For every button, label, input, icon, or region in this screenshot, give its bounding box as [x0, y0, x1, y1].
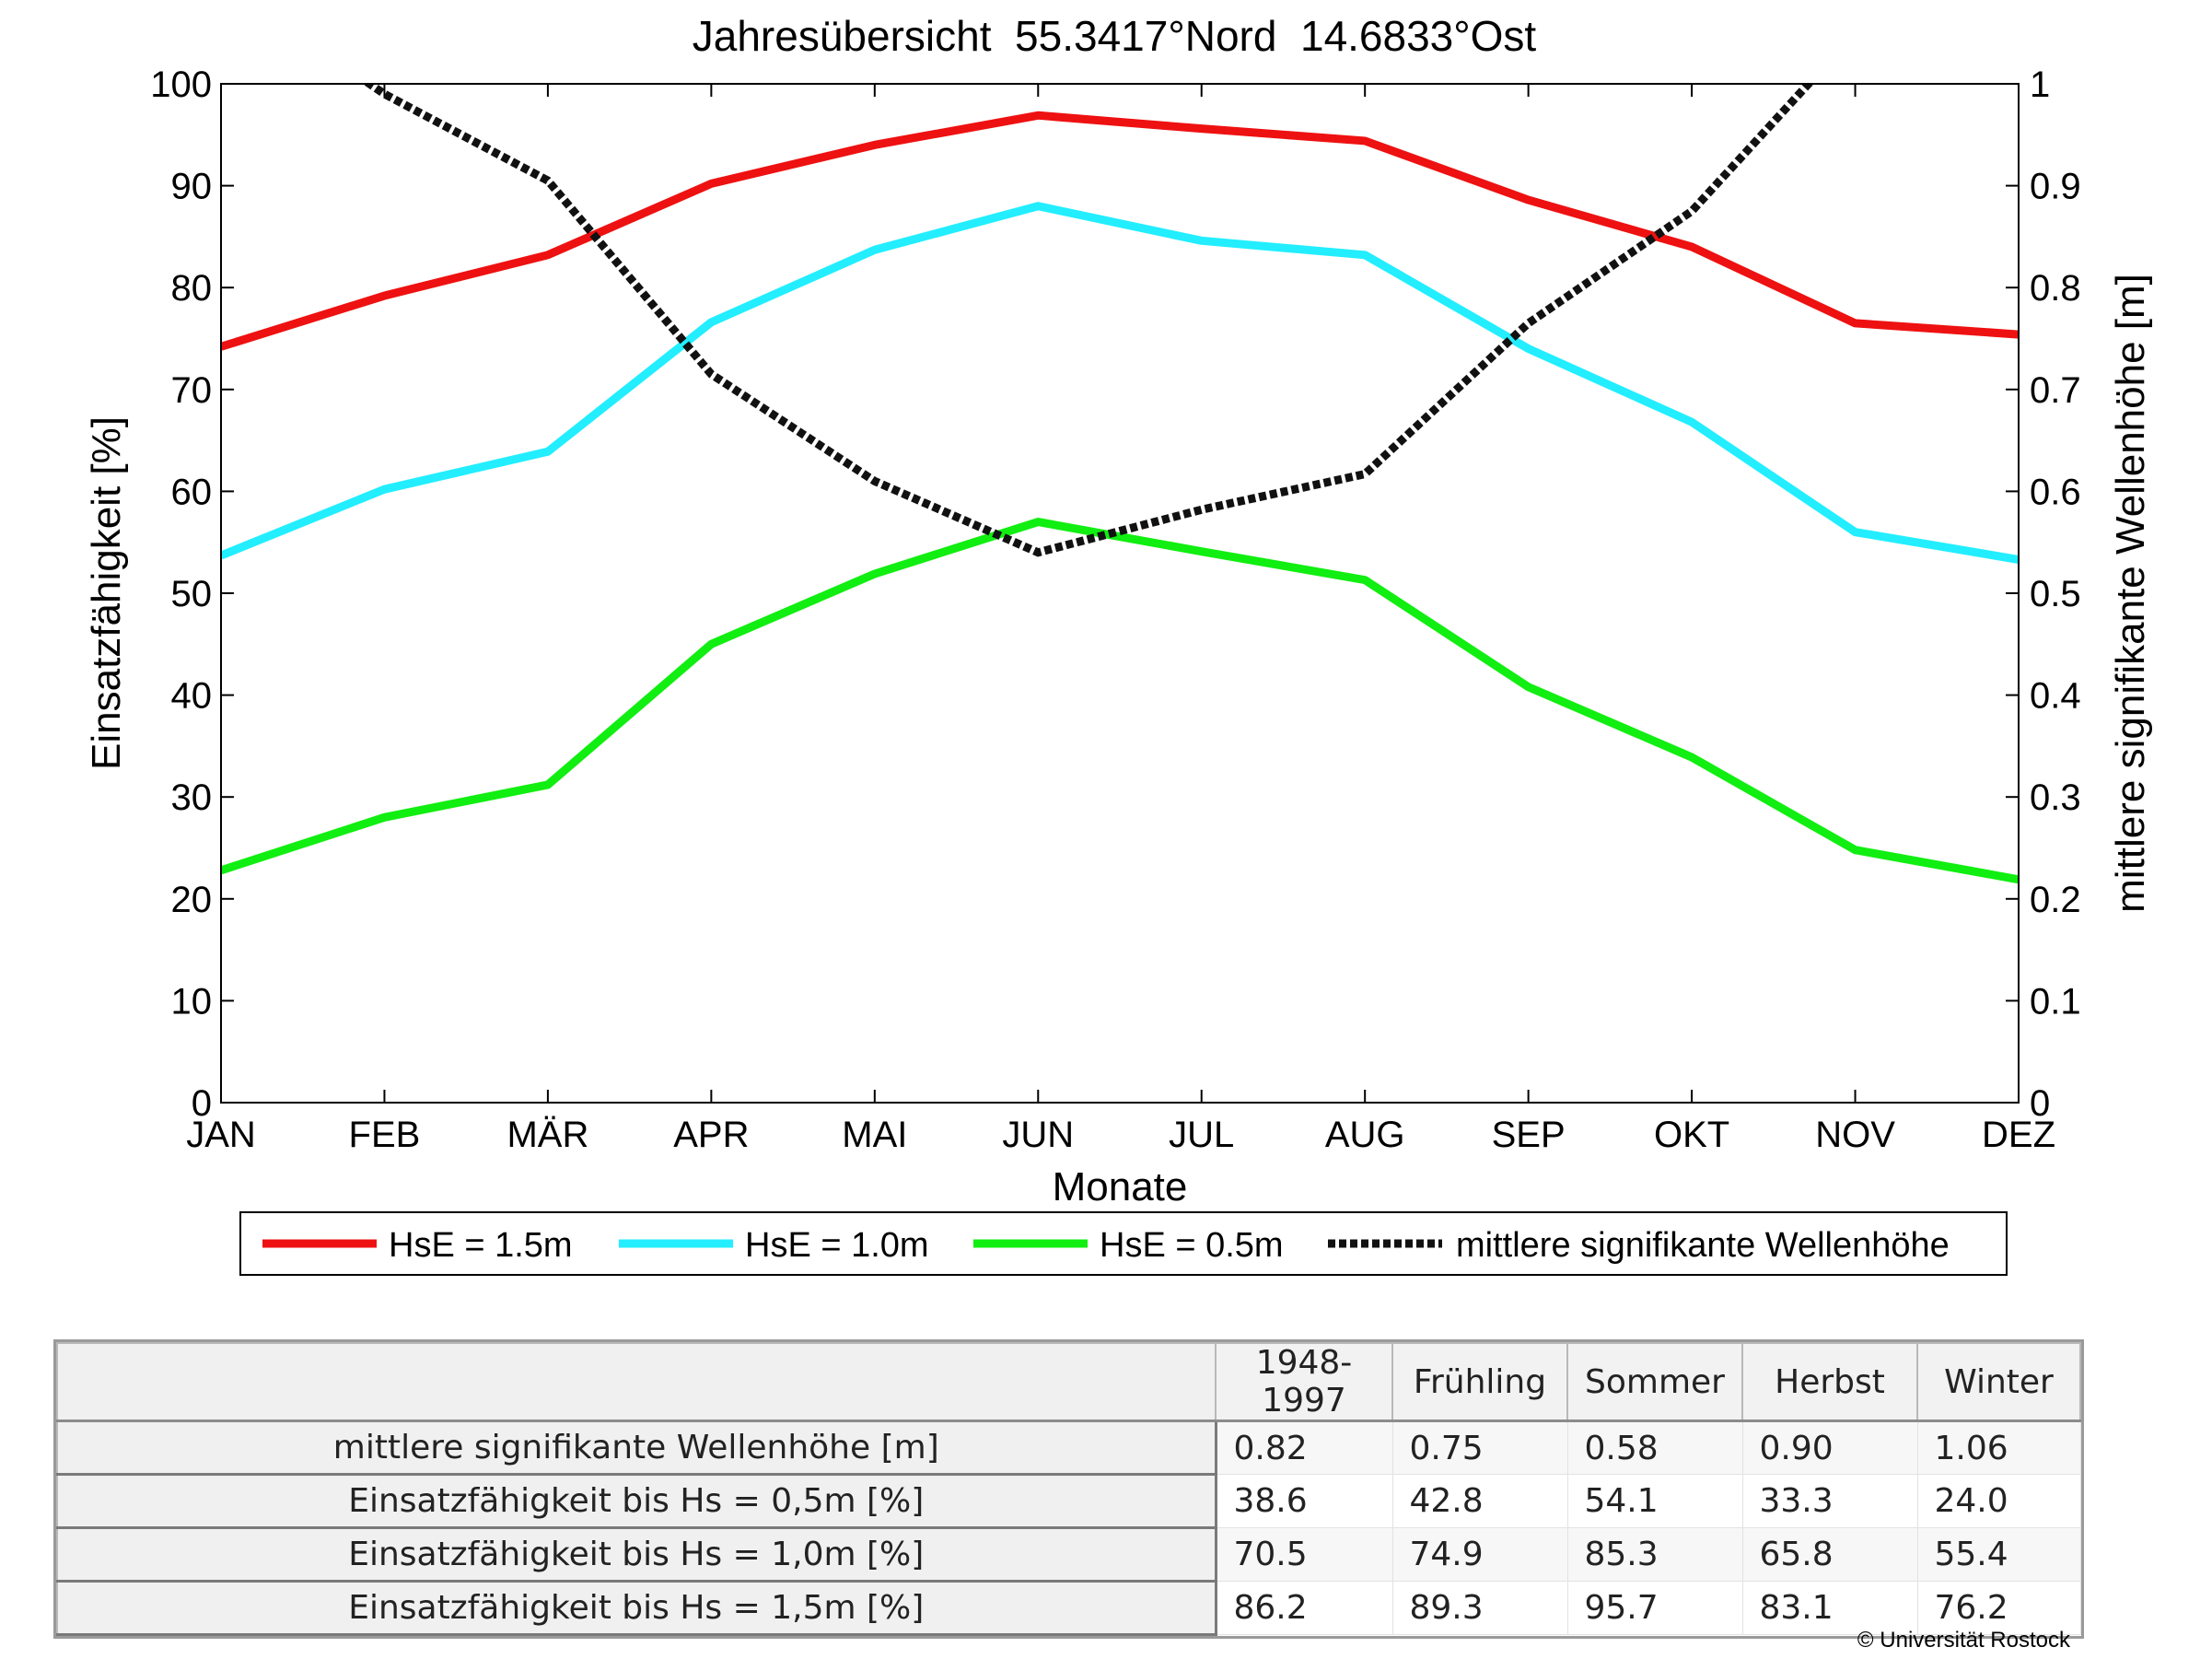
summary-table: 1948-1997 Frühling Sommer Herbst Winter …	[53, 1339, 2084, 1639]
y-tick-label: 50	[171, 574, 213, 614]
x-tick-label: SEP	[1492, 1115, 1566, 1155]
series-line	[221, 111, 2019, 351]
table-cell: 54.1	[1566, 1474, 1743, 1528]
x-tick-label: JUL	[1169, 1115, 1234, 1155]
y2-tick-label: 0.3	[2030, 777, 2081, 818]
x-tick-label: MÄR	[506, 1115, 588, 1155]
row-label: Einsatzfähigkeit bis Hs = 0,5m [%]	[56, 1473, 1217, 1529]
y2-tick-label: 0.1	[2030, 981, 2081, 1022]
copyright-notice: © Universität Rostock	[1857, 1628, 2070, 1653]
table-cell: 83.1	[1741, 1581, 1918, 1635]
series-line	[221, 202, 2019, 564]
series-line	[362, 84, 1814, 557]
table-cell: 0.82	[1215, 1420, 1393, 1475]
column-header: Winter	[1916, 1342, 2081, 1422]
table-cell: 24.0	[1916, 1474, 2081, 1528]
y-tick-label: 10	[171, 981, 213, 1022]
y-axis-title: Einsatzfähigkeit [%]	[84, 416, 129, 770]
y2-tick-label: 0.5	[2030, 574, 2081, 614]
table-cell: 1.06	[1916, 1420, 2081, 1475]
column-header: Frühling	[1391, 1342, 1568, 1422]
table-row: mittlere signifikante Wellenhöhe [m] 0.8…	[56, 1419, 2081, 1476]
y-tick-label: 20	[171, 880, 213, 920]
x-tick-label: FEB	[349, 1115, 421, 1155]
legend: HsE = 1.5m HsE = 1.0m HsE = 0.5m mittlere s…	[239, 1211, 2008, 1276]
table-row: Einsatzfähigkeit bis Hs = 0,5m [%] 38.6 …	[56, 1473, 2081, 1529]
table-cell: 0.90	[1741, 1420, 1918, 1475]
row-label: mittlere signifikante Wellenhöhe [m]	[56, 1419, 1217, 1476]
y-tick-label: 100	[150, 64, 212, 105]
column-header: Sommer	[1566, 1342, 1743, 1422]
legend-label: mittlere signifikante Wellenhöhe	[1456, 1226, 1950, 1265]
table-cell: 76.2	[1916, 1581, 2081, 1635]
series-layer	[221, 84, 2019, 884]
table-row: Einsatzfähigkeit bis Hs = 1,0m [%] 70.5 …	[56, 1526, 2081, 1583]
x-tick-label: JAN	[186, 1115, 256, 1155]
table-cell: 38.6	[1215, 1474, 1393, 1528]
table-cell: 89.3	[1391, 1581, 1568, 1635]
column-header: Herbst	[1741, 1342, 1918, 1422]
legend-label: HsE = 1.5m	[389, 1226, 573, 1265]
legend-label: HsE = 0.5m	[1100, 1226, 1284, 1265]
chart: Jahresübersicht 55.3417°Nord 14.6833°Ost…	[84, 12, 2153, 1276]
y2-tick-label: 0.4	[2030, 676, 2081, 717]
y2-tick-label: 1	[2030, 64, 2050, 105]
x-tick-label: JUN	[1002, 1115, 1074, 1155]
table-cell: 86.2	[1215, 1581, 1393, 1635]
x-tick-label: AUG	[1325, 1115, 1405, 1155]
table-cell: 95.7	[1566, 1581, 1743, 1635]
y2-tick-label: 0.9	[2030, 167, 2081, 207]
x-axis-title: Monate	[1053, 1164, 1188, 1209]
chart-title: Jahresübersicht 55.3417°Nord 14.6833°Ost	[693, 12, 1537, 60]
y-tick-label: 30	[171, 777, 213, 818]
x-tick-label: NOV	[1815, 1115, 1895, 1155]
y2-tick-label: 0.7	[2030, 370, 2081, 411]
table-cell: 0.58	[1566, 1420, 1743, 1475]
y2-tick-label: 0.2	[2030, 880, 2081, 920]
table-row: Einsatzfähigkeit bis Hs = 1,5m [%] 86.2 …	[56, 1580, 2081, 1636]
table-cell: 33.3	[1741, 1474, 1918, 1528]
table-cell: 85.3	[1566, 1527, 1743, 1582]
axes: JAN FEB MÄR APR MAI JUN JUL AUG SEP OKT NOV DEZ0102…	[150, 64, 2080, 1155]
y-tick-label: 40	[171, 676, 213, 717]
table-cell: 74.9	[1391, 1527, 1568, 1582]
y2-tick-label: 0.6	[2030, 472, 2081, 512]
table-corner-cell	[56, 1342, 1217, 1422]
table-cell: 0.75	[1391, 1420, 1568, 1475]
row-label: Einsatzfähigkeit bis Hs = 1,0m [%]	[56, 1526, 1217, 1583]
y-tick-label: 70	[171, 370, 213, 411]
x-tick-label: OKT	[1654, 1115, 1729, 1155]
y2-tick-label: 0	[2030, 1083, 2050, 1124]
table-cell: 55.4	[1916, 1527, 2081, 1582]
series-line	[221, 518, 2019, 884]
row-label: Einsatzfähigkeit bis Hs = 1,5m [%]	[56, 1580, 1217, 1636]
plot-frame	[220, 83, 2020, 1104]
table-cell: 65.8	[1741, 1527, 1918, 1582]
y2-tick-label: 0.8	[2030, 268, 2081, 309]
y-tick-label: 80	[171, 268, 213, 309]
table-cell: 70.5	[1215, 1527, 1393, 1582]
table-header-row: 1948-1997 Frühling Sommer Herbst Winter	[56, 1342, 2081, 1422]
legend-box	[239, 1211, 2008, 1276]
y2-axis-title: mittlere signifikante Wellenhöhe [m]	[2108, 274, 2153, 913]
x-tick-label: MAI	[842, 1115, 907, 1155]
y-tick-label: 90	[171, 167, 213, 207]
x-tick-label: DEZ	[1982, 1115, 2055, 1155]
x-tick-label: APR	[673, 1115, 749, 1155]
legend-label: HsE = 1.0m	[745, 1226, 929, 1265]
y-tick-label: 60	[171, 472, 213, 512]
table-cell: 42.8	[1391, 1474, 1568, 1528]
column-header: 1948-1997	[1215, 1342, 1393, 1422]
y-tick-label: 0	[192, 1083, 212, 1124]
